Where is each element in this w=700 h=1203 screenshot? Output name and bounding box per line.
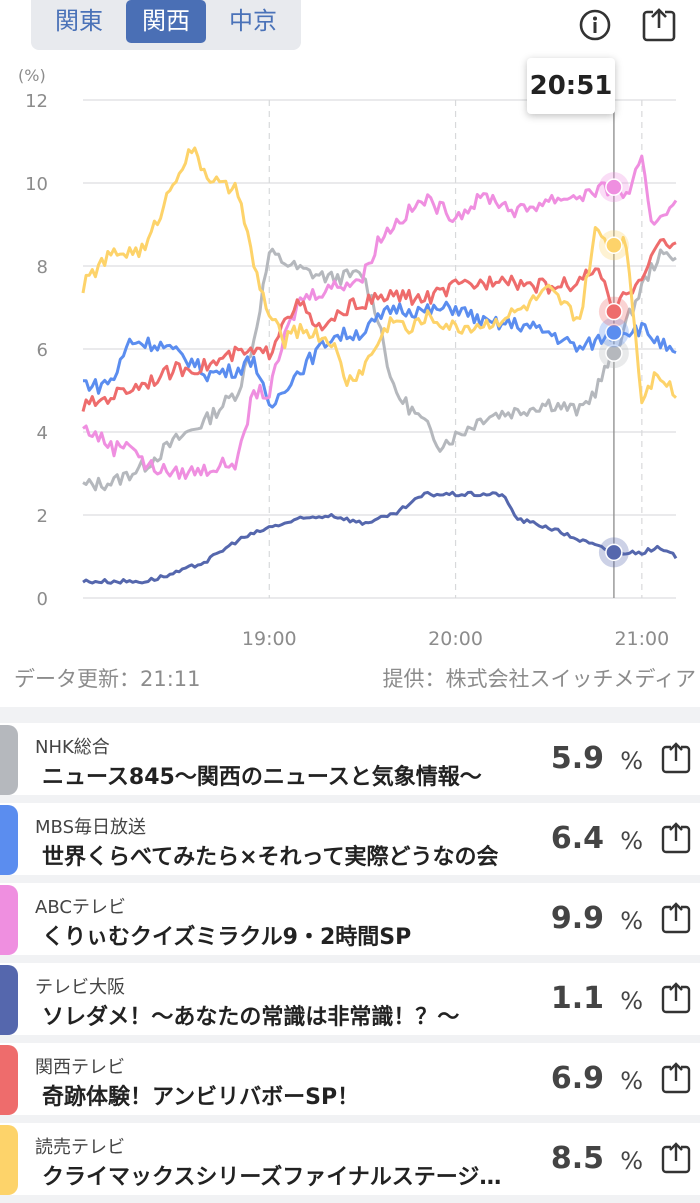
tab-kanto[interactable]: 関東 <box>55 7 103 35</box>
series-point <box>605 302 623 321</box>
station-name: 関西テレビ <box>35 1057 125 1078</box>
station-name: ABCテレビ <box>35 897 126 918</box>
program-row[interactable]: テレビ大阪ソレダメ！〜あなたの常識は非常識！？〜 1.1% <box>0 963 700 1043</box>
series-point <box>605 323 623 342</box>
series-line <box>82 247 677 492</box>
station-name: MBS毎日放送 <box>35 817 146 838</box>
program-title: 世界くらべてみたら×それって実際どうなの会 <box>42 845 499 870</box>
series-line <box>81 146 678 405</box>
program-title: ソレダメ！〜あなたの常識は非常識！？〜 <box>42 1005 460 1030</box>
data-updated-text: データ更新：21:11 <box>14 667 201 691</box>
rating-value: 6.9 <box>550 1061 604 1096</box>
series-point <box>605 236 623 254</box>
series-line <box>82 490 678 585</box>
share-icon[interactable] <box>660 1141 692 1175</box>
station-name: テレビ大阪 <box>35 977 125 998</box>
rating-value: 9.9 <box>550 901 604 936</box>
share-icon[interactable] <box>660 981 692 1015</box>
station-name: NHK総合 <box>35 737 110 758</box>
y-tick-label: 2 <box>37 506 48 527</box>
rating-unit: % <box>620 1147 643 1175</box>
y-tick-label: 12 <box>25 91 48 112</box>
tab-chukyo[interactable]: 中京 <box>229 7 277 35</box>
rating-value: 1.1 <box>550 981 604 1016</box>
rating-unit: % <box>620 747 643 775</box>
rating-unit: % <box>620 1067 643 1095</box>
station-color-bar <box>0 885 18 955</box>
program-row[interactable]: MBS毎日放送世界くらべてみたら×それって実際どうなの会 6.4% <box>0 803 700 883</box>
x-tick-label: 20:00 <box>428 628 483 650</box>
region-tabs: 関東 関西 中京 <box>31 0 301 50</box>
rating-value: 5.9 <box>550 741 604 776</box>
program-row[interactable]: NHK総合ニュース845〜関西のニュースと気象情報〜 5.9% <box>0 723 700 803</box>
program-row[interactable]: ABCテレビくりぃむクイズミラクル9・2時間SP 9.9% <box>0 883 700 963</box>
program-title: クライマックスシリーズファイナルステージ… <box>42 1165 502 1190</box>
rating-unit: % <box>620 907 643 935</box>
station-color-bar <box>0 1125 18 1195</box>
series-line <box>82 300 677 409</box>
info-icon[interactable] <box>578 8 612 42</box>
program-title: ニュース845〜関西のニュースと気象情報〜 <box>42 765 482 790</box>
station-color-bar <box>0 965 18 1035</box>
series-point <box>605 178 623 196</box>
program-row[interactable]: 読売テレビクライマックスシリーズファイナルステージ… 8.5% <box>0 1123 700 1203</box>
share-icon[interactable] <box>660 741 692 775</box>
rating-unit: % <box>620 987 643 1015</box>
share-icon[interactable] <box>660 821 692 855</box>
station-color-bar <box>0 725 18 795</box>
tab-kansai[interactable]: 関西 <box>126 0 206 43</box>
rating-unit: % <box>620 827 643 855</box>
rating-value: 6.4 <box>550 821 604 856</box>
separator <box>0 707 700 723</box>
ratings-line-chart[interactable]: 0 2 4 6 8 10 12 (%) 19:00 20:00 21:00 <box>0 55 700 655</box>
cursor-time-tooltip: 20:51 <box>527 58 615 114</box>
provider-text: 提供：株式会社スイッチメディア <box>382 667 696 691</box>
series-point <box>605 344 623 362</box>
y-tick-label: 10 <box>25 174 48 195</box>
x-tick-label: 21:00 <box>614 628 669 650</box>
station-name: 読売テレビ <box>35 1137 125 1158</box>
program-title: くりぃむクイズミラクル9・2時間SP <box>42 925 412 950</box>
series-point <box>605 543 623 562</box>
y-tick-label: 4 <box>37 423 48 444</box>
share-icon[interactable] <box>660 901 692 935</box>
program-title: 奇跡体験！アンビリバボーSP！ <box>42 1085 360 1110</box>
x-tick-label: 19:00 <box>242 628 297 650</box>
rating-value: 8.5 <box>550 1141 604 1176</box>
y-tick-label: 8 <box>37 257 48 278</box>
program-row[interactable]: 関西テレビ奇跡体験！アンビリバボーSP！ 6.9% <box>0 1043 700 1123</box>
y-tick-label: 0 <box>37 589 48 610</box>
series-line <box>82 154 678 480</box>
y-axis-label: (%) <box>18 66 46 85</box>
share-icon[interactable] <box>640 6 678 44</box>
y-tick-label: 6 <box>37 340 48 361</box>
station-color-bar <box>0 805 18 875</box>
series-line <box>81 238 677 412</box>
share-icon[interactable] <box>660 1061 692 1095</box>
station-color-bar <box>0 1045 18 1115</box>
